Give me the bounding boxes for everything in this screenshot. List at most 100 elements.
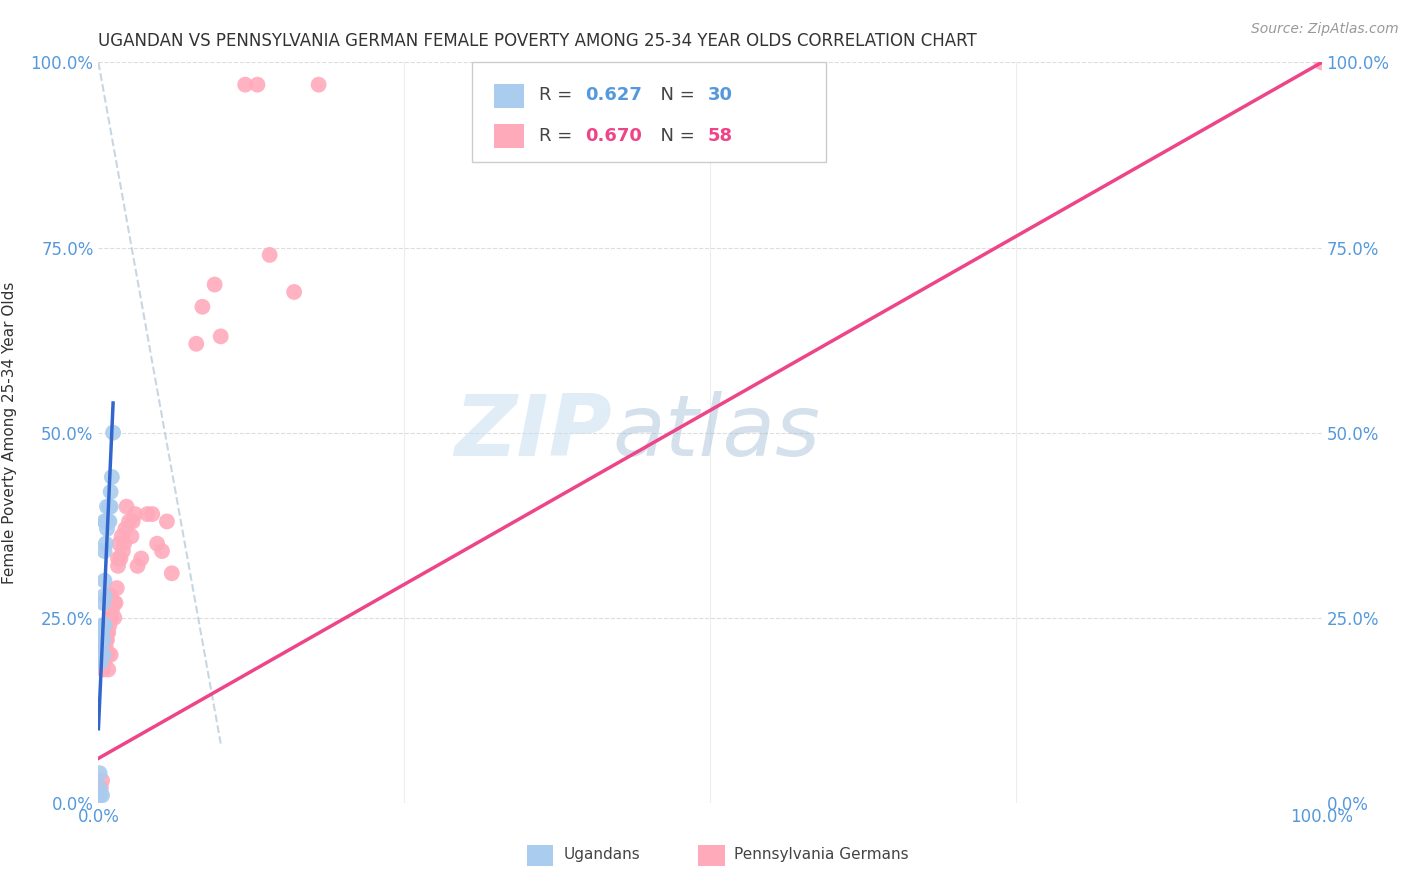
Text: Ugandans: Ugandans [564, 847, 640, 863]
FancyBboxPatch shape [494, 124, 524, 147]
Point [97, 625, 120, 640]
FancyBboxPatch shape [526, 845, 554, 866]
Point [94, 632, 117, 647]
Point [89, 766, 111, 780]
Point [100, 484, 122, 499]
Text: ZIP: ZIP [454, 391, 612, 475]
Point [93, 589, 115, 603]
Point [98, 618, 121, 632]
Point [91, 648, 114, 662]
Point [156, 515, 179, 529]
Text: Pennsylvania Germans: Pennsylvania Germans [734, 847, 910, 863]
Point [111, 529, 134, 543]
Point [93, 640, 115, 655]
Point [91, 632, 114, 647]
Point [112, 536, 135, 550]
Point [101, 425, 124, 440]
Point [141, 507, 163, 521]
Text: R =: R = [538, 87, 578, 104]
Point [90, 632, 112, 647]
Point [246, 78, 269, 92]
Point [91, 618, 114, 632]
Point [91, 655, 114, 669]
Text: 58: 58 [707, 128, 733, 145]
Point [103, 610, 125, 624]
Point [186, 336, 208, 351]
Point [100, 648, 122, 662]
Text: 0.670: 0.670 [585, 128, 643, 145]
Point [93, 618, 115, 632]
Text: UGANDAN VS PENNSYLVANIA GERMAN FEMALE POVERTY AMONG 25-34 YEAR OLDS CORRELATION : UGANDAN VS PENNSYLVANIA GERMAN FEMALE PO… [98, 32, 977, 50]
Point [129, 551, 152, 566]
FancyBboxPatch shape [697, 845, 724, 866]
Point [204, 277, 226, 292]
Point [97, 648, 120, 662]
Point [98, 589, 121, 603]
Point [108, 536, 131, 550]
Point [90, 655, 112, 669]
Point [160, 566, 183, 581]
FancyBboxPatch shape [494, 85, 524, 108]
Point [93, 655, 115, 669]
Point [93, 632, 115, 647]
Text: N =: N = [648, 128, 700, 145]
Point [101, 603, 124, 617]
Point [91, 648, 114, 662]
Point [101, 596, 124, 610]
Point [118, 515, 141, 529]
Point [150, 544, 173, 558]
Point [308, 78, 330, 92]
Text: 0.627: 0.627 [585, 87, 643, 104]
Point [91, 625, 114, 640]
Point [115, 500, 138, 514]
Point [146, 536, 169, 550]
Point [104, 596, 127, 610]
Point [91, 789, 114, 803]
Point [114, 522, 136, 536]
Point [127, 558, 149, 573]
Point [233, 78, 256, 92]
Point [105, 581, 128, 595]
Point [93, 544, 115, 558]
Point [103, 596, 125, 610]
Point [89, 789, 111, 803]
Point [100, 589, 122, 603]
Point [124, 507, 146, 521]
Point [94, 515, 117, 529]
Point [209, 329, 232, 343]
Point [93, 515, 115, 529]
Text: Source: ZipAtlas.com: Source: ZipAtlas.com [1251, 22, 1399, 37]
Point [107, 558, 129, 573]
Point [90, 640, 112, 655]
Point [96, 522, 118, 536]
Point [91, 632, 114, 647]
Point [1310, 55, 1333, 70]
Text: atlas: atlas [612, 391, 820, 475]
Point [96, 625, 118, 640]
Point [110, 551, 132, 566]
Point [98, 500, 121, 514]
Point [100, 610, 122, 624]
Text: 30: 30 [707, 87, 733, 104]
Point [91, 596, 114, 610]
Point [136, 507, 159, 521]
Point [94, 640, 117, 655]
Point [96, 500, 118, 514]
Point [94, 536, 117, 550]
Point [191, 300, 214, 314]
Point [91, 663, 114, 677]
FancyBboxPatch shape [471, 62, 827, 162]
Text: R =: R = [538, 128, 578, 145]
Point [89, 789, 111, 803]
Point [101, 470, 124, 484]
Point [283, 285, 305, 299]
Point [111, 544, 134, 558]
Point [259, 248, 281, 262]
Point [121, 515, 143, 529]
Point [100, 500, 122, 514]
Point [101, 596, 124, 610]
Point [93, 574, 115, 588]
Point [96, 632, 118, 647]
Point [91, 773, 114, 788]
Point [89, 780, 111, 795]
